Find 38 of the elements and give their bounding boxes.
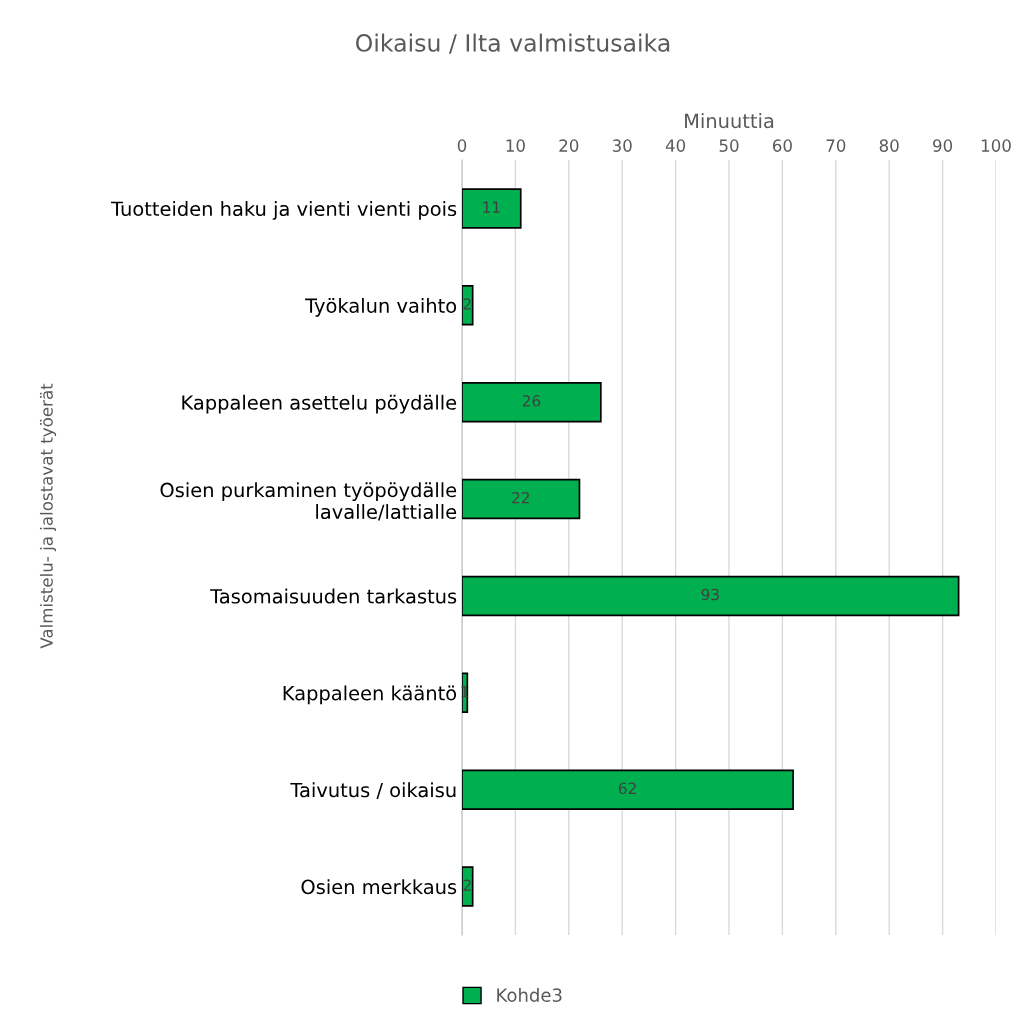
x-tick-label: 0 xyxy=(457,139,467,152)
data-label: 26 xyxy=(522,395,541,407)
data-label: 2 xyxy=(463,298,471,310)
x-tick-label: 70 xyxy=(826,139,846,152)
x-tick-label: 30 xyxy=(612,139,632,152)
bar xyxy=(462,478,581,520)
y-tick-label: Osien merkkaus xyxy=(301,879,457,895)
x-tick-label: 100 xyxy=(981,139,1011,152)
y-tick-label: Kappaleen kääntö xyxy=(283,685,457,705)
data-label: 62 xyxy=(618,782,636,795)
x-tick-label: 90 xyxy=(933,139,953,152)
bar xyxy=(462,769,794,810)
data-label: 2 xyxy=(463,879,471,891)
x-tick-label: 10 xyxy=(506,139,525,152)
x-tick-label: 20 xyxy=(559,139,579,152)
x-tick-label: 60 xyxy=(772,139,792,152)
y-tick-label: Kappaleen asettelu pöydälle xyxy=(182,394,457,414)
data-label: 22 xyxy=(512,491,529,504)
x-tick-label: 50 xyxy=(719,139,739,152)
y-tick-label: Tasomaisuuden tarkastus xyxy=(210,588,457,604)
bar xyxy=(462,866,474,907)
legend-label: Kohde3 xyxy=(497,987,562,1002)
data-label: 11 xyxy=(483,201,500,213)
y-tick-label: Osien purkaminen työpöydälle lavalle/lattialle xyxy=(160,482,457,521)
y-tick-label: Taivutus / oikaisu xyxy=(290,782,456,799)
x-axis-title: Minuuttia xyxy=(685,113,774,129)
data-label: 1 xyxy=(461,685,469,698)
bar xyxy=(462,575,960,617)
x-tick-label: 80 xyxy=(879,139,899,152)
bar xyxy=(462,188,522,229)
bar xyxy=(462,285,474,326)
chart-title: Oikaisu / Ilta valmistusaika xyxy=(356,33,670,54)
y-tick-label: Työkalun vaihto xyxy=(305,297,457,317)
y-tick-label: Tuotteiden haku ja vienti vienti pois xyxy=(111,201,457,220)
y-axis-title: Valmistelu- ja jalostavat työerät xyxy=(39,383,57,649)
bar xyxy=(462,381,602,423)
x-tick-label: 40 xyxy=(665,139,686,152)
data-label: 93 xyxy=(701,588,719,601)
